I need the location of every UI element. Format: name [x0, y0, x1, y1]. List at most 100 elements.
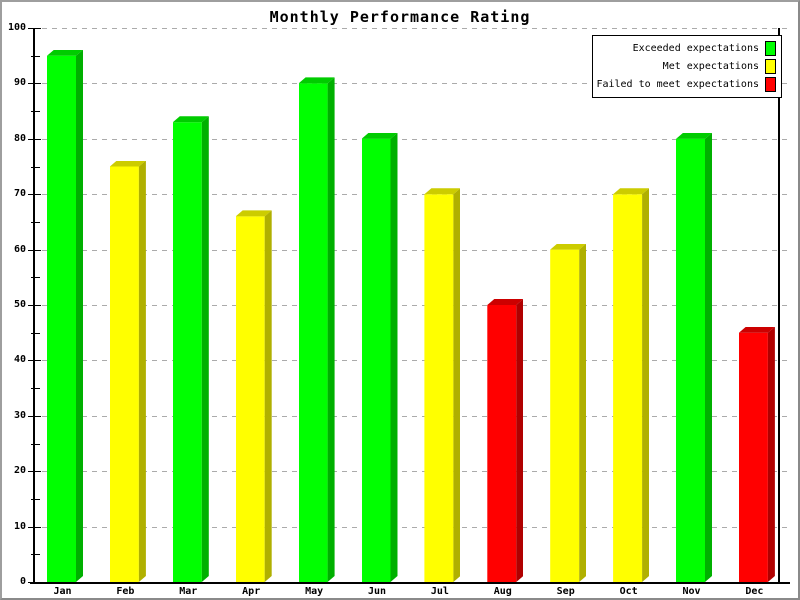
y-axis-label-50: 50 — [13, 299, 26, 310]
y-tick-major-10 — [28, 526, 41, 528]
y-axis-label-0: 0 — [19, 576, 26, 587]
bar-layer — [34, 28, 779, 582]
y-tick-major-50 — [28, 305, 41, 306]
y-axis-label-70: 70 — [13, 188, 26, 200]
y-axis-label-80: 80 — [13, 132, 26, 144]
x-axis-label-apr: Apr — [242, 586, 261, 597]
bar-oct-front-face — [613, 194, 643, 582]
bar-may-front-face — [298, 83, 328, 582]
bar-oct — [613, 188, 650, 582]
gridline-10 — [42, 526, 790, 528]
bar-dec-top-face — [738, 326, 775, 333]
y-axis-label-100: 100 — [7, 22, 26, 33]
bar-dec — [738, 326, 775, 582]
bar-mar-top-face — [172, 116, 209, 123]
y-tick-major-60 — [28, 249, 41, 251]
x-axis-label-jul: Jul — [430, 586, 449, 597]
y-tick-minor-45 — [31, 332, 40, 334]
x-axis-label-feb: Feb — [116, 586, 135, 597]
bar-may-top-face — [298, 77, 335, 84]
bar-jul-top-face — [424, 188, 461, 195]
bar-aug — [487, 299, 524, 582]
y-axis-label-60: 60 — [13, 243, 26, 255]
gridline-30 — [42, 415, 790, 417]
legend-item-met: Met expectations — [597, 57, 776, 75]
bar-apr-top-face — [235, 210, 272, 217]
x-axis-label-may: May — [305, 586, 324, 597]
x-axis-label-dec: Dec — [745, 586, 764, 597]
y-tick-minor-95 — [31, 55, 40, 57]
bar-nov-front-face — [676, 138, 705, 582]
legend-swatch-failed — [765, 76, 776, 92]
y-axis-label-90: 90 — [13, 77, 26, 89]
bar-feb-front-face — [109, 166, 139, 582]
x-axis-label-jan: Jan — [53, 586, 72, 597]
y-tick-minor-35 — [31, 388, 40, 390]
bar-apr — [235, 210, 272, 582]
y-tick-minor-75 — [31, 166, 40, 168]
legend-box: Exceeded expectations Met expectations F… — [592, 35, 782, 98]
legend-label-exceeded: Exceeded expectations — [632, 42, 759, 54]
chart-title: Monthly Performance Rating — [269, 8, 531, 26]
legend-swatch-met — [765, 58, 776, 74]
y-tick-major-100 — [28, 28, 41, 29]
right-axis-line — [778, 28, 780, 584]
y-axis-label-40: 40 — [13, 354, 26, 366]
y-label-layer: 0 10 20 30 40 50 60 70 80 90 100 — [2, 22, 28, 587]
y-tick-minor-85 — [31, 111, 40, 113]
y-tick-major-20 — [28, 471, 41, 473]
bar-sep-top-face — [550, 243, 587, 250]
bar-sep-front-face — [550, 249, 580, 582]
y-tick-major-40 — [28, 360, 41, 362]
gridline-20 — [42, 471, 790, 473]
legend-label-failed: Failed to meet expectations — [596, 78, 759, 90]
bar-mar — [172, 116, 209, 582]
x-axis-label-jun: Jun — [367, 586, 387, 597]
gridline-40 — [42, 360, 790, 362]
bar-jun-top-face — [361, 132, 398, 139]
y-axis-line — [33, 28, 35, 584]
bar-oct-top-face — [613, 188, 650, 195]
gridline-100 — [42, 28, 790, 29]
x-axis-label-aug: Aug — [493, 586, 512, 597]
bar-nov-top-face — [676, 132, 712, 139]
y-tick-minor-55 — [31, 277, 40, 279]
gridline-70 — [42, 194, 790, 196]
y-axis-label-20: 20 — [13, 465, 26, 477]
bar-jul — [424, 188, 461, 582]
bar-nov — [676, 132, 712, 582]
legend-item-failed: Failed to meet expectations — [596, 75, 776, 93]
y-axis-label-10: 10 — [13, 520, 26, 532]
bar-aug-front-face — [487, 305, 517, 582]
y-tick-minor-25 — [31, 443, 40, 445]
gridline-layer — [34, 28, 790, 583]
x-axis-label-nov: Nov — [682, 586, 701, 597]
bar-jun-front-face — [361, 138, 391, 582]
x-label-layer: Jan Feb Mar Apr May Jun Jul Aug Sep Oct Nov Dec — [34, 586, 794, 598]
bar-mar-front-face — [172, 122, 202, 582]
y-tick-minor-65 — [31, 221, 40, 223]
x-axis-label-oct: Oct — [619, 586, 638, 597]
bar-feb-top-face — [109, 160, 146, 167]
bar-jan-front-face — [47, 55, 76, 582]
x-axis-line — [30, 582, 790, 584]
y-tick-minor-15 — [31, 498, 40, 500]
bar-sep — [550, 243, 587, 582]
legend-label-met: Met expectations — [662, 60, 759, 72]
y-tick-major-70 — [28, 194, 41, 196]
bar-jul-front-face — [424, 194, 454, 582]
y-tick-major-90 — [28, 83, 41, 85]
bar-jun — [361, 132, 398, 582]
y-tick-major-30 — [28, 415, 41, 417]
y-tick-minor-5 — [31, 554, 40, 556]
bar-feb — [109, 160, 146, 582]
bar-may — [298, 77, 335, 582]
legend-item-exceeded: Exceeded expectations — [597, 39, 776, 57]
bar-apr-front-face — [235, 216, 265, 582]
y-tick-major-80 — [28, 138, 41, 140]
gridline-60 — [42, 249, 790, 251]
x-axis-label-sep: Sep — [556, 586, 575, 597]
x-axis-label-mar: Mar — [179, 586, 198, 597]
y-axis-label-30: 30 — [13, 409, 26, 421]
bar-aug-top-face — [487, 299, 524, 305]
